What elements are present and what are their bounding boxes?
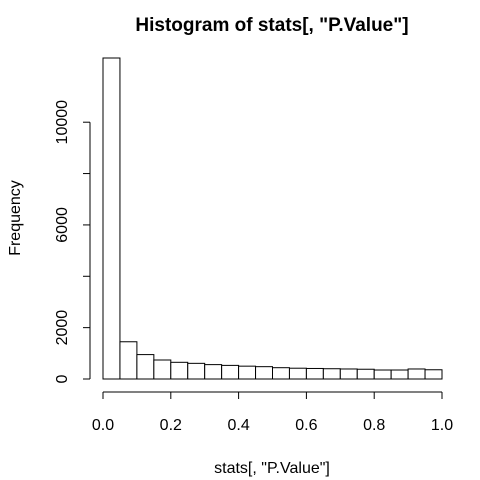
y-tick-label: 2000: [54, 310, 71, 346]
histogram-bar: [390, 369, 409, 380]
histogram-bar: [119, 341, 138, 380]
histogram-bar: [373, 369, 392, 380]
x-tick-label: 0.0: [92, 417, 114, 434]
x-tick-label: 0.2: [160, 417, 182, 434]
y-axis: 0 2000 6000 10000: [54, 100, 91, 383]
y-tick-label: 0: [54, 374, 71, 383]
bars-layer: [102, 57, 443, 380]
x-tick-label: 0.8: [363, 417, 385, 434]
histogram-bar: [288, 367, 307, 380]
histogram-bar: [204, 364, 223, 380]
histogram-bar: [305, 367, 324, 380]
histogram-bar: [238, 365, 257, 380]
x-tick-label: 1.0: [431, 417, 453, 434]
histogram-bar: [272, 367, 290, 380]
x-axis-label: stats[, "P.Value"]: [214, 460, 330, 477]
y-tick-label: 6000: [54, 207, 71, 243]
histogram-bar: [136, 354, 155, 380]
histogram-bar: [153, 359, 172, 380]
histogram-bar: [170, 361, 189, 380]
histogram-bar: [187, 362, 206, 380]
histogram-bar: [322, 368, 341, 380]
x-tick-label: 0.6: [295, 417, 317, 434]
y-axis-label: Frequency: [7, 180, 24, 256]
chart-title: Histogram of stats[, "P.Value"]: [135, 15, 408, 36]
histogram-bar: [339, 368, 358, 380]
histogram-bar: [255, 366, 274, 380]
histogram-bar: [424, 369, 443, 380]
histogram-bar: [407, 368, 426, 380]
x-axis: 0.0 0.2 0.4 0.6 0.8 1.0: [92, 391, 453, 434]
x-tick-label: 0.4: [227, 417, 249, 434]
histogram-bar: [102, 57, 121, 380]
histogram-bar: [221, 364, 240, 380]
y-tick-label: 10000: [54, 100, 71, 145]
histogram-bar: [356, 368, 375, 380]
